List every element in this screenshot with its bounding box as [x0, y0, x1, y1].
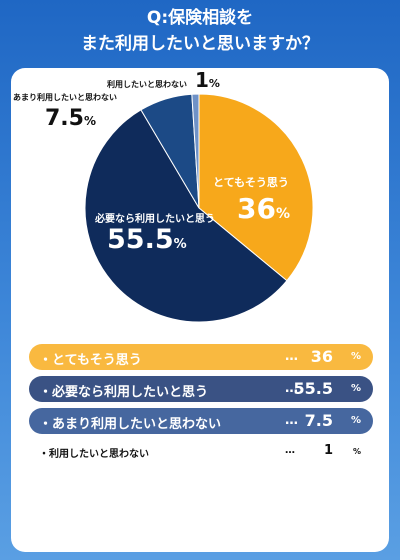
legend-row-2-value: 55.5: [293, 379, 333, 398]
legend-row-1-unit: %: [350, 351, 361, 362]
slice-value-3: 7.5%: [45, 106, 96, 131]
page-title: Q:保険相談を また利用したいと思いますか？: [0, 0, 400, 64]
legend-row-1-label: ・とてもそう思う: [39, 349, 142, 368]
legend-row-1-text: とてもそう思う: [52, 353, 142, 368]
pie-slice-2: [84, 109, 288, 323]
slice-value-1: 36%: [237, 192, 290, 225]
legend-row-1: ・とてもそう思う … 36 %: [29, 344, 373, 370]
legend-row-4: ・利用したいと思わない … 1 %: [29, 440, 373, 466]
slice-value-3-number: 7.5: [45, 106, 84, 131]
legend-row-4-unit: %: [352, 447, 361, 456]
legend-row-1-bullet: ・: [39, 353, 53, 368]
pie-chart: [84, 93, 314, 323]
slice-value-4-unit: %: [208, 77, 220, 90]
title-line-2: また利用したいと思いますか？: [81, 34, 319, 54]
legend-row-3-text: あまり利用したいと思わない: [52, 417, 222, 432]
slice-value-2-number: 55.5: [107, 224, 174, 255]
legend-row-1-value: 36: [310, 347, 333, 366]
legend-row-2-unit: %: [350, 383, 361, 394]
legend-row-2: ・必要なら利用したいと思う … 55.5 %: [29, 376, 373, 402]
slice-value-1-unit: %: [275, 206, 290, 222]
legend-row-3-bullet: ・: [39, 417, 53, 432]
slice-label-4: 利用したいと思わない: [107, 80, 187, 89]
slice-value-2: 55.5%: [107, 224, 187, 255]
legend-row-3: ・あまり利用したいと思わない … 7.5 %: [29, 408, 373, 434]
legend-row-2-text: 必要なら利用したいと思う: [52, 385, 209, 400]
legend-row-2-dots: …: [285, 381, 298, 396]
legend-row-4-value: 1: [323, 443, 333, 458]
legend-row-4-label: ・利用したいと思わない: [39, 445, 149, 460]
slice-label-1: とてもそう思う: [213, 176, 289, 189]
slice-value-1-number: 36: [237, 192, 276, 225]
slice-value-3-unit: %: [83, 114, 97, 128]
legend-row-3-unit: %: [350, 415, 361, 426]
chart-card: とてもそう思う 36% 必要なら利用したいと思う 55.5% あまり利用したいと…: [11, 68, 389, 552]
slice-label-3: あまり利用したいと思わない: [13, 93, 117, 102]
slice-value-4: 1%: [195, 68, 220, 92]
legend-row-3-value: 7.5: [304, 411, 333, 430]
legend-row-4-dots: …: [285, 445, 295, 456]
legend-row-4-text: 利用したいと思わない: [49, 449, 149, 460]
slice-label-2: 必要なら利用したいと思う: [95, 214, 215, 225]
pie-slice-4: [191, 93, 200, 209]
legend-row-1-dots: …: [285, 349, 298, 364]
pie-slice-1: [198, 93, 314, 282]
slice-value-2-unit: %: [173, 237, 187, 252]
slice-value-4-number: 1: [195, 68, 209, 92]
legend-row-3-label: ・あまり利用したいと思わない: [39, 413, 221, 432]
legend-row-2-label: ・必要なら利用したいと思う: [39, 381, 208, 400]
legend-row-3-dots: …: [285, 413, 298, 428]
legend-row-2-bullet: ・: [39, 385, 53, 400]
title-line-1: Q:保険相談を: [146, 8, 254, 28]
legend-row-4-bullet: ・: [39, 449, 49, 460]
